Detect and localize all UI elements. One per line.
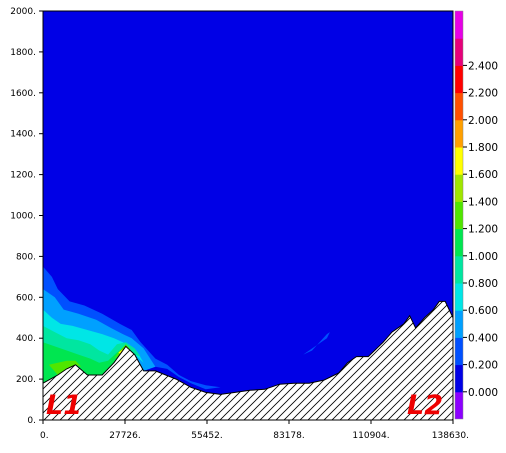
y-tick-label: 1800. (10, 48, 36, 58)
colorbar-segment (455, 119, 463, 148)
y-tick-label: 1400. (10, 130, 36, 140)
y-tick-label: 200. (16, 375, 36, 385)
colorbar-frame (454, 10, 464, 420)
y-tick-label: 0. (27, 416, 36, 426)
colorbar-label: 1.200 (468, 224, 498, 236)
colorbar-segment (455, 283, 463, 311)
y-tick-label: 800. (16, 252, 36, 262)
section-end-label: L2 (407, 390, 443, 421)
y-tick-label: 600. (16, 293, 36, 303)
colorbar-segment (455, 174, 463, 202)
x-tick-label: 83178. (273, 431, 305, 441)
y-axis: 0. 200. 400. 600. 800. 1000. 1200. 1400. 1600. 18… (10, 7, 43, 426)
colorbar-segment (455, 364, 463, 393)
y-tick-label: 400. (16, 334, 36, 344)
x-tick-label: 55452. (191, 431, 223, 441)
colorbar-segment (455, 337, 463, 366)
contour-region (43, 325, 141, 384)
colorbar-segment (455, 310, 463, 338)
colorbar-label: 0.600 (468, 305, 498, 317)
colorbar-label: 0.000 (468, 387, 498, 399)
colorbar-segment (455, 201, 463, 230)
colorbar-label: 2.000 (468, 115, 498, 127)
x-tick-label: 138630. (432, 431, 469, 441)
colorbar-label: 1.800 (468, 142, 498, 154)
colorbar-label: 2.200 (468, 88, 498, 100)
colorbar: 0.000 0.200 0.400 0.600 0.800 1.000 1.200 1.400… (454, 10, 498, 420)
colorbar-label: 1.400 (468, 196, 498, 208)
colorbar-segment (455, 92, 463, 121)
colorbar-segment (455, 38, 463, 66)
colorbar-segment (455, 147, 463, 175)
contour-fills (43, 266, 330, 390)
section-start-label: L1 (46, 390, 82, 421)
y-tick-label: 1000. (10, 212, 36, 222)
contour-region (303, 332, 330, 355)
y-tick-label: 2000. (10, 7, 36, 17)
x-tick-label: 0. (40, 431, 49, 441)
colorbar-segment (455, 65, 463, 94)
y-tick-label: 1200. (10, 171, 36, 181)
colorbar-segment (455, 11, 463, 39)
contour-region (114, 344, 132, 359)
x-axis: 0. 27726. 55452. 83178. 110904. 138630. (40, 420, 469, 441)
contour-region (43, 342, 138, 384)
contour-region (48, 360, 82, 375)
colorbar-label: 2.400 (468, 60, 498, 72)
colorbar-segment (455, 391, 463, 419)
colorbar-label: 0.800 (468, 278, 498, 290)
colorbar-segment (455, 255, 463, 284)
colorbar-label: 0.400 (468, 332, 498, 344)
terrain-hatch (43, 300, 453, 420)
colorbar-segment (455, 228, 463, 257)
colorbar-label: 1.000 (468, 251, 498, 263)
x-tick-label: 27726. (109, 431, 141, 441)
x-tick-label: 110904. (352, 431, 389, 441)
colorbar-label: 0.200 (468, 360, 498, 372)
colorbar-label: 1.600 (468, 169, 498, 181)
y-tick-label: 1600. (10, 89, 36, 99)
